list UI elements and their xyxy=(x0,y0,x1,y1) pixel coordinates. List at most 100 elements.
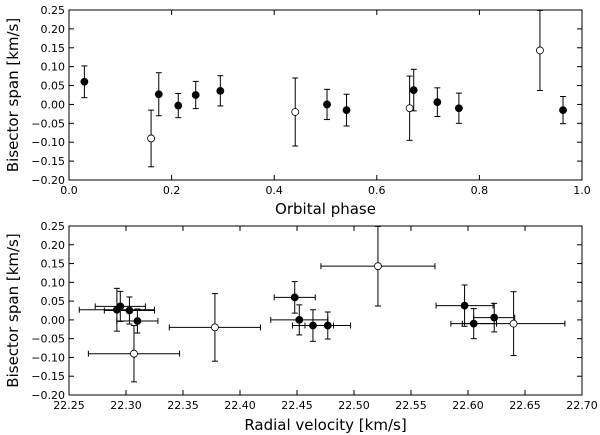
x-tick-label: 22.25 xyxy=(53,399,85,412)
x-tick-label: 22.45 xyxy=(281,399,313,412)
y-tick-label: 0.10 xyxy=(41,61,66,74)
y-tick-label: 0.25 xyxy=(41,4,66,17)
x-tick-label: 22.70 xyxy=(566,399,598,412)
open-data-point xyxy=(87,325,181,383)
open-data-point xyxy=(461,291,566,357)
filled-data-point xyxy=(323,88,331,121)
y-tick-label: 0.05 xyxy=(41,80,66,93)
y-tick-label: −0.15 xyxy=(31,155,65,168)
filled-data-point xyxy=(273,281,316,314)
filled-marker xyxy=(290,293,299,302)
open-marker xyxy=(536,46,544,55)
filled-marker xyxy=(125,306,134,315)
x-tick-label: 1.0 xyxy=(573,184,591,197)
filled-marker xyxy=(323,321,332,330)
open-marker xyxy=(291,108,300,116)
filled-marker xyxy=(154,90,163,99)
filled-data-point xyxy=(116,308,159,334)
filled-data-point xyxy=(216,75,225,107)
y-axis-label: Bisector span [km/s] xyxy=(4,233,22,387)
open-marker xyxy=(509,319,518,328)
x-tick-label: 22.35 xyxy=(167,399,199,412)
y-tick-label: 0.00 xyxy=(41,314,66,327)
plot-frame xyxy=(68,9,583,181)
filled-data-point xyxy=(103,296,155,325)
filled-data-point xyxy=(304,311,352,340)
open-data-point xyxy=(147,109,155,168)
filled-data-point xyxy=(80,65,89,99)
open-data-point xyxy=(320,225,436,307)
filled-marker xyxy=(80,77,89,86)
x-tick-label: 22.60 xyxy=(452,399,484,412)
filled-marker xyxy=(323,100,331,109)
x-tick-label: 22.40 xyxy=(224,399,256,412)
open-marker xyxy=(211,323,219,332)
filled-marker xyxy=(433,98,442,107)
y-tick-label: −0.05 xyxy=(31,117,65,130)
y-tick-label: −0.05 xyxy=(31,333,65,346)
filled-data-point xyxy=(559,96,567,125)
y-tick-label: −0.20 xyxy=(31,389,65,402)
filled-data-point xyxy=(94,290,146,322)
filled-marker xyxy=(216,86,225,95)
filled-data-point xyxy=(270,304,329,336)
open-marker xyxy=(147,134,155,143)
open-marker xyxy=(130,349,138,358)
x-tick-label: 0.4 xyxy=(265,184,283,197)
filled-marker xyxy=(174,101,183,110)
y-tick-label: 0.20 xyxy=(41,239,66,252)
x-tick-label: 0.0 xyxy=(60,184,78,197)
x-tick-label: 22.55 xyxy=(395,399,427,412)
open-data-point xyxy=(168,293,262,362)
y-tick-label: −0.10 xyxy=(31,136,65,149)
open-data-point xyxy=(291,77,300,147)
y-tick-label: −0.10 xyxy=(31,351,65,364)
filled-marker xyxy=(116,302,125,311)
x-tick-label: 0.8 xyxy=(471,184,489,197)
filled-marker xyxy=(133,317,142,325)
y-tick-label: 0.20 xyxy=(41,23,66,36)
open-marker xyxy=(405,104,414,113)
filled-data-point xyxy=(473,302,516,333)
filled-marker xyxy=(454,104,463,113)
filled-marker xyxy=(490,313,499,322)
filled-data-point xyxy=(78,287,155,332)
y-tick-label: 0.15 xyxy=(41,258,66,271)
orbital-phase-panel: 0.0 0.2 0.4 0.6 0.8 1.0 −0.20 −0.15 −0.10 −0.05 0.… xyxy=(4,4,591,218)
x-tick-label: 22.30 xyxy=(110,399,142,412)
y-tick-label: −0.20 xyxy=(31,174,65,187)
x-axis-label: Orbital phase xyxy=(275,200,376,218)
filled-data-point xyxy=(435,284,494,327)
x-tick-label: 22.50 xyxy=(338,399,370,412)
filled-marker xyxy=(191,91,200,99)
y-tick-label: 0.10 xyxy=(41,276,66,289)
filled-data-point xyxy=(342,93,351,127)
filled-marker xyxy=(342,106,351,115)
y-tick-label: 0.15 xyxy=(41,42,66,55)
y-tick-label: 0.00 xyxy=(41,98,66,111)
x-tick-label: 22.65 xyxy=(509,399,541,412)
x-tick-label: 0.2 xyxy=(163,184,181,197)
filled-data-point xyxy=(174,92,183,119)
open-marker xyxy=(374,262,382,271)
x-axis-label: Radial velocity [km/s] xyxy=(244,416,406,434)
filled-data-point xyxy=(191,80,200,110)
filled-data-point xyxy=(454,92,463,124)
x-tick-label: 0.6 xyxy=(368,184,386,197)
radial-velocity-panel: 22.25 22.30 22.35 22.40 22.45 22.50 22.55 22.60… xyxy=(4,220,598,434)
filled-data-point xyxy=(154,72,163,117)
filled-marker xyxy=(409,86,418,94)
open-data-point xyxy=(536,9,544,91)
filled-marker xyxy=(295,315,304,324)
y-tick-label: −0.15 xyxy=(31,370,65,383)
filled-marker xyxy=(460,301,469,310)
filled-marker xyxy=(559,106,567,115)
filled-data-point xyxy=(433,87,442,118)
plot-frame xyxy=(68,225,583,396)
y-tick-label: 0.25 xyxy=(41,220,66,233)
open-data-point xyxy=(405,75,414,141)
filled-data-point xyxy=(409,68,418,112)
y-tick-label: 0.05 xyxy=(41,295,66,308)
y-axis-label: Bisector span [km/s] xyxy=(4,18,22,172)
